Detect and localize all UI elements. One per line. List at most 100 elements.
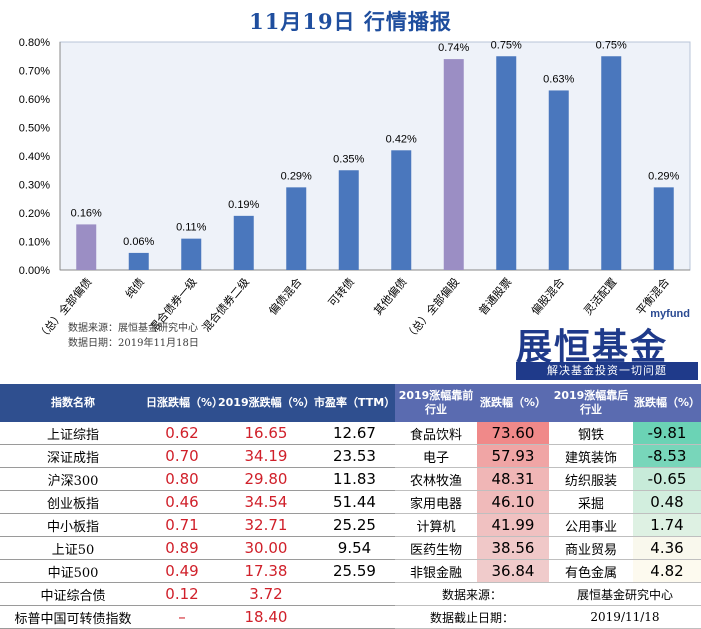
bottom-industry: 有色金属 (549, 559, 633, 583)
x-tick-label: 混合债券二级 (199, 275, 252, 335)
table-row: 深证成指 0.70 34.19 23.53 (0, 444, 395, 468)
ytd-change: 34.54 (218, 490, 314, 514)
col-header-top-change: 涨跌幅（%） (477, 384, 549, 422)
x-tick-label: 普通股票 (476, 275, 515, 318)
logo-cn: 展恒基金 (516, 326, 669, 368)
top-industry: 农林牧渔 (395, 467, 477, 491)
index-name: 创业板指 (0, 490, 146, 514)
table-row: 上证50 0.89 30.00 9.54 (0, 536, 395, 560)
bottom-change: 4.82 (633, 559, 701, 583)
bottom-change: 4.36 (633, 536, 701, 560)
table-row: 中小板指 0.71 32.71 25.25 (0, 513, 395, 537)
data-label: 0.19% (228, 199, 259, 211)
pe-ttm: 25.59 (314, 559, 395, 583)
pe-ttm: 9.54 (314, 536, 395, 560)
bottom-industry: 采掘 (549, 490, 633, 514)
meta-value: 2019/11/18 (549, 605, 701, 629)
data-label: 0.74% (438, 42, 469, 54)
top-change: 38.56 (477, 536, 549, 560)
bar (286, 187, 307, 270)
bar-chart: 0.00% 0.10% 0.20% 0.30% 0.40% 0.50% 0.60% 0.70%… (19, 37, 691, 343)
bar (496, 56, 517, 270)
data-label: 0.29% (648, 170, 679, 182)
index-name: 标普中国可转债指数 (0, 605, 146, 629)
ytd-change: 3.72 (218, 582, 314, 606)
x-tick-label: 纯债 (122, 275, 147, 301)
y-tick-label: 0.50% (19, 123, 50, 135)
ytd-change: 18.40 (218, 605, 314, 629)
data-label: 0.11% (176, 222, 207, 234)
pe-ttm (314, 582, 395, 606)
pe-ttm: 12.67 (314, 422, 395, 445)
pe-ttm (314, 605, 395, 629)
bottom-change: -9.81 (633, 422, 701, 445)
table-row: 农林牧渔 48.31 纺织服装 -0.65 (395, 467, 701, 491)
data-label: 0.75% (491, 39, 522, 51)
data-label: 0.06% (123, 236, 154, 248)
top-industry: 电子 (395, 444, 477, 468)
date-line: 数据日期：2019年11月18日 (68, 338, 199, 349)
bottom-change: -0.65 (633, 467, 701, 491)
ytd-change: 29.80 (218, 467, 314, 491)
y-tick-label: 0.80% (19, 37, 50, 49)
bottom-industry: 公用事业 (549, 513, 633, 537)
meta-value: 展恒基金研究中心 (549, 582, 701, 606)
ytd-change: 17.38 (218, 559, 314, 583)
bar (653, 187, 674, 270)
col-header-ytd: 2019涨跌幅（%） (218, 384, 315, 422)
ytd-change: 30.00 (218, 536, 314, 560)
table-row: 创业板指 0.46 34.54 51.44 (0, 490, 395, 514)
pe-ttm: 25.25 (314, 513, 395, 537)
daily-change: 0.89 (146, 536, 218, 560)
top-change: 73.60 (477, 422, 549, 445)
data-label: 0.29% (281, 170, 312, 182)
bottom-industry: 钢铁 (549, 422, 633, 445)
bar (601, 56, 622, 270)
daily-change: 0.12 (146, 582, 218, 606)
index-table: 指数名称 日涨跌幅（%） 2019涨跌幅（%） 市盈率（TTM） 上证综指 0.6… (0, 384, 395, 629)
y-tick-label: 0.40% (19, 151, 50, 163)
top-industry: 计算机 (395, 513, 477, 537)
top-industry: 食品饮料 (395, 422, 477, 445)
bar (338, 170, 359, 270)
y-tick-label: 0.60% (19, 94, 50, 106)
table-row: 中证综合债 0.12 3.72 (0, 582, 395, 606)
daily-change: 0.70 (146, 444, 218, 468)
col-header-bottom-industry: 2019涨幅靠后行业 (549, 384, 633, 422)
col-header-index: 指数名称 (0, 384, 146, 422)
top-change: 48.31 (477, 467, 549, 491)
table-row: 标普中国可转债指数 –18.40 (0, 605, 395, 629)
plot-area (59, 41, 691, 271)
daily-change: 0.80 (146, 467, 218, 491)
data-label: 0.63% (543, 73, 574, 85)
table-row: 上证综指 0.62 16.65 12.67 (0, 422, 395, 445)
table-row: 非银金融 36.84 有色金属 4.82 (395, 559, 701, 583)
x-tick-label: 可转债 (325, 275, 357, 309)
x-tick-label: 其他偏债 (371, 275, 410, 318)
top-change: 46.10 (477, 490, 549, 514)
table-row: 计算机 41.99 公用事业 1.74 (395, 513, 701, 537)
bottom-change: -8.53 (633, 444, 701, 468)
col-header-bottom-change: 涨跌幅（%） (633, 384, 701, 422)
index-name: 上证50 (0, 536, 146, 560)
table-row: 家用电器 46.10 采掘 0.48 (395, 490, 701, 514)
data-label: 0.75% (596, 39, 627, 51)
table-row: 医药生物 38.56 商业贸易 4.36 (395, 536, 701, 560)
meta-row: 数据截止日期： 2019/11/18 (395, 605, 701, 629)
index-name: 中证综合债 (0, 582, 146, 606)
daily-change: – (146, 605, 218, 629)
daily-change: 0.49 (146, 559, 218, 583)
daily-change: 0.71 (146, 513, 218, 537)
col-header-top-industry: 2019涨幅靠前行业 (395, 384, 477, 422)
table-row: 沪深300 0.80 29.80 11.83 (0, 467, 395, 491)
y-tick-label: 0.20% (19, 208, 50, 220)
brand-logo: myfund 展恒基金 解决基金投资一切问题 (510, 308, 700, 380)
col-header-pe: 市盈率（TTM） (314, 384, 395, 422)
meta-label: 数据截止日期： (395, 605, 549, 629)
bar (128, 252, 149, 270)
y-tick-label: 0.30% (19, 180, 50, 192)
top-industry: 家用电器 (395, 490, 477, 514)
bar (181, 238, 202, 270)
bar (443, 59, 464, 270)
bottom-industry: 建筑装饰 (549, 444, 633, 468)
